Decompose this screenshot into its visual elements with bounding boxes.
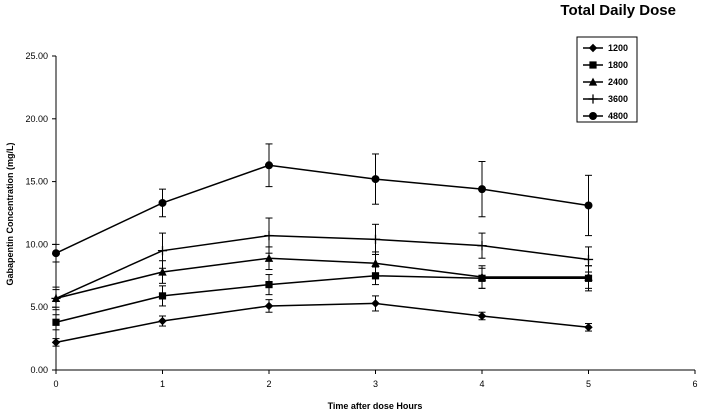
- circle-marker: [158, 198, 167, 207]
- series-3600: [51, 217, 594, 311]
- series-line: [55, 275, 589, 324]
- circle-marker: [265, 161, 273, 170]
- legend-item-4800: 4800: [583, 111, 628, 121]
- triangle-marker: [477, 272, 487, 281]
- series-4800: [52, 143, 593, 263]
- x-tick-label: 1: [160, 379, 165, 389]
- legend-label: 4800: [608, 111, 628, 121]
- legend-label: 3600: [608, 94, 628, 104]
- circle-marker: [584, 201, 593, 210]
- series-line: [55, 302, 589, 344]
- x-tick-label: 6: [692, 379, 697, 389]
- y-axis-label: Gabapentin Concentration (mg/L): [5, 142, 15, 285]
- legend-item-3600: 3600: [583, 94, 628, 104]
- plus-marker: [588, 94, 598, 104]
- circle-marker: [478, 185, 486, 194]
- diamond-marker: [264, 301, 274, 311]
- circle-marker: [52, 249, 60, 258]
- legend: 1200 1800 2400 3600 4800: [576, 36, 638, 123]
- diamond-marker: [371, 299, 380, 308]
- circle-marker: [371, 175, 380, 184]
- diamond-marker: [477, 311, 487, 321]
- y-tick-label: 10.00: [25, 239, 48, 249]
- legend-label: 1200: [608, 43, 628, 53]
- plus-marker: [157, 246, 168, 256]
- legend-item-1800: 1800: [583, 60, 628, 70]
- triangle-marker: [158, 267, 167, 276]
- square-marker: [52, 318, 60, 326]
- diamond-marker: [51, 338, 61, 347]
- series-line: [55, 164, 589, 254]
- plus-marker: [264, 231, 274, 241]
- x-tick-label: 3: [373, 379, 378, 389]
- triangle-marker: [264, 253, 274, 262]
- plus-marker: [477, 241, 487, 251]
- y-tick-label: 20.00: [25, 114, 48, 124]
- diamond-marker: [588, 43, 598, 53]
- diamond-marker: [158, 316, 167, 326]
- x-tick-label: 2: [266, 379, 271, 389]
- triangle-marker: [371, 258, 380, 267]
- chart-title: Total Daily Dose: [560, 2, 676, 19]
- legend-item-1200: 1200: [583, 43, 628, 53]
- series-1200: [51, 295, 593, 347]
- triangle-marker: [584, 272, 593, 281]
- diamond-marker: [584, 323, 593, 332]
- square-marker: [589, 61, 597, 69]
- y-tick-label: 5.00: [30, 302, 48, 312]
- series-line: [55, 234, 589, 300]
- square-marker: [265, 280, 273, 289]
- x-axis-label: Time after dose Hours: [328, 401, 423, 411]
- y-tick-label: 0.00: [30, 365, 48, 375]
- axes: 0.00 5.00 10.00 15.00 20.00 25.00 0 1 2 3 4 5 6: [25, 51, 697, 389]
- legend-item-2400: 2400: [583, 77, 628, 87]
- square-marker: [158, 292, 167, 300]
- x-tick-label: 0: [53, 379, 58, 389]
- triangle-marker: [588, 77, 598, 86]
- legend-box: [576, 36, 638, 123]
- square-marker: [371, 272, 380, 280]
- series-2400: [51, 246, 593, 308]
- legend-label: 1800: [608, 60, 628, 70]
- legend-label: 2400: [608, 77, 628, 87]
- series-1800: [52, 265, 593, 331]
- series-line: [55, 257, 589, 300]
- circle-marker: [589, 112, 597, 120]
- series-layer: [51, 143, 594, 347]
- plus-marker: [51, 293, 61, 304]
- y-tick-label: 15.00: [25, 177, 48, 187]
- x-tick-label: 5: [586, 379, 591, 389]
- y-tick-label: 25.00: [25, 51, 48, 61]
- plus-marker: [583, 254, 594, 265]
- plus-marker: [370, 234, 381, 244]
- x-tick-label: 4: [479, 379, 484, 389]
